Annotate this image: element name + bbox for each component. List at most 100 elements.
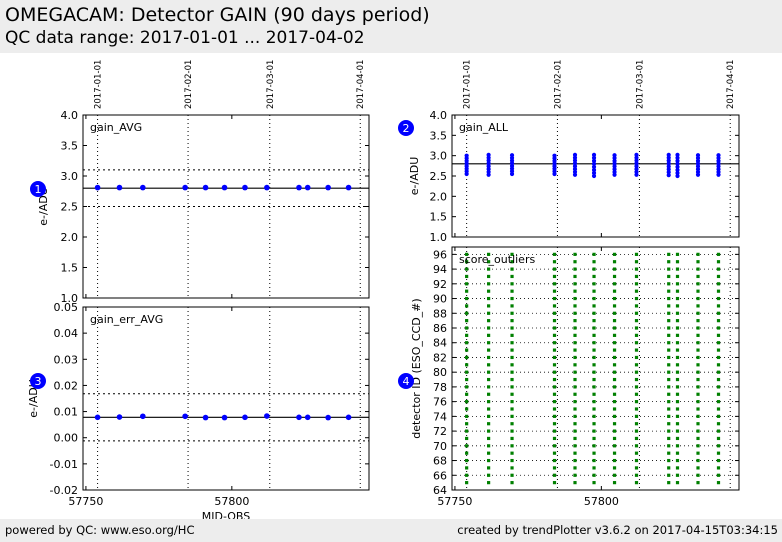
outlier-marker	[465, 370, 469, 374]
data-point	[666, 152, 671, 157]
outlier-marker	[573, 260, 577, 264]
outlier-marker	[510, 252, 514, 256]
outlier-marker	[552, 326, 557, 330]
outlier-marker	[592, 363, 596, 367]
outlier-marker	[510, 274, 514, 279]
outlier-marker	[612, 289, 617, 293]
outlier-marker	[487, 400, 491, 404]
outlier-marker	[696, 348, 700, 352]
outlier-marker	[487, 326, 491, 330]
outlier-marker	[675, 304, 680, 308]
panel-label: gain_ALL	[459, 121, 509, 134]
panel-number-badge	[30, 373, 46, 389]
outlier-marker	[573, 451, 577, 455]
outlier-marker	[552, 392, 557, 396]
outlier-marker	[592, 400, 596, 404]
data-point	[591, 152, 597, 157]
outlier-marker	[552, 481, 557, 485]
outlier-marker	[612, 252, 617, 256]
y-tick-label: 86	[433, 322, 447, 335]
outlier-marker	[696, 377, 700, 382]
y-tick-label: 0.04	[54, 327, 79, 340]
outlier-marker	[510, 355, 514, 360]
outlier-marker	[510, 348, 514, 352]
outlier-marker	[696, 363, 700, 367]
outlier-marker	[465, 385, 469, 389]
data-point	[591, 161, 597, 167]
outlier-marker	[487, 341, 491, 345]
outlier-marker	[675, 481, 680, 485]
outlier-marker	[634, 282, 639, 286]
outlier-marker	[675, 267, 680, 271]
y-tick-label: 0.03	[54, 353, 79, 366]
outlier-marker	[487, 473, 491, 477]
outlier-marker	[667, 267, 671, 271]
y-tick-label: 82	[433, 351, 447, 364]
outlier-marker	[592, 260, 596, 264]
x-tick-label: 57800	[214, 495, 249, 508]
outlier-marker	[487, 296, 491, 301]
outlier-marker	[716, 481, 721, 485]
outlier-marker	[634, 319, 639, 323]
outlier-marker	[696, 400, 700, 404]
outlier-marker	[667, 348, 671, 352]
y-tick-label: 3.5	[61, 140, 79, 153]
data-point	[345, 414, 352, 421]
outlier-marker	[465, 400, 469, 404]
outlier-marker	[465, 341, 469, 345]
data-point	[572, 152, 578, 157]
outlier-marker	[592, 385, 596, 389]
outlier-marker	[716, 407, 721, 411]
y-tick-label: 96	[433, 248, 447, 261]
outlier-marker	[487, 333, 491, 337]
outlier-marker	[612, 377, 617, 382]
outlier-marker	[612, 326, 617, 330]
outlier-marker	[592, 429, 596, 433]
outlier-marker	[465, 451, 469, 455]
data-point	[304, 414, 311, 421]
outlier-marker	[634, 392, 639, 396]
data-point	[591, 170, 597, 176]
data-point	[675, 173, 680, 179]
y-tick-label: 0.05	[54, 301, 79, 314]
outlier-marker	[696, 429, 700, 433]
outlier-marker	[487, 377, 491, 382]
data-point	[304, 184, 311, 191]
outlier-marker	[612, 319, 617, 323]
data-point	[509, 153, 515, 158]
y-axis-label: detector ID (ESO_CCD_#)	[410, 298, 423, 438]
outlier-marker	[716, 319, 721, 323]
outlier-marker	[696, 436, 700, 441]
outlier-marker	[696, 304, 700, 308]
outlier-marker	[716, 444, 721, 448]
outlier-marker	[667, 363, 671, 367]
y-tick-label: 1.0	[61, 292, 79, 305]
outlier-marker	[510, 289, 514, 293]
outlier-marker	[612, 267, 617, 271]
data-point	[242, 414, 248, 421]
data-point	[242, 184, 248, 191]
outlier-marker	[667, 466, 671, 470]
outlier-marker	[612, 481, 617, 485]
outlier-marker	[592, 422, 596, 426]
outlier-marker	[667, 326, 671, 330]
data-point	[140, 413, 146, 420]
outlier-marker	[573, 296, 577, 301]
outlier-marker	[573, 370, 577, 374]
outlier-marker	[592, 451, 596, 455]
outlier-marker	[552, 414, 557, 418]
outlier-marker	[696, 444, 700, 448]
data-point	[675, 155, 680, 160]
data-point	[666, 161, 671, 166]
outlier-marker	[465, 326, 469, 330]
y-tick-label: 74	[433, 410, 447, 423]
outlier-marker	[573, 267, 577, 271]
outlier-marker	[675, 282, 680, 286]
outlier-marker	[612, 385, 617, 389]
outlier-marker	[510, 333, 514, 337]
outlier-marker	[510, 466, 514, 470]
outlier-marker	[696, 274, 700, 279]
outlier-marker	[675, 289, 680, 293]
outlier-marker	[465, 377, 469, 382]
y-tick-label: 1.5	[61, 262, 79, 275]
